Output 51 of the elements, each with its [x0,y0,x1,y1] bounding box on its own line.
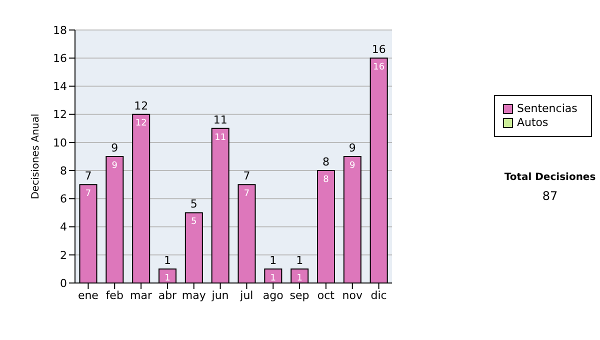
y-tick-label: 0 [60,276,67,290]
x-tick-label: jun [210,288,229,302]
data-label: 1 [296,273,302,284]
data-label: 12 [135,118,147,129]
total-label: 16 [372,43,386,56]
total-label: 12 [134,99,148,112]
data-label: 9 [112,160,118,171]
total-label: 11 [213,113,228,126]
total-label: 8 [322,156,330,169]
data-label: 11 [214,132,226,143]
legend-label: Autos [517,116,548,130]
x-tick-label: ene [78,288,99,302]
text: Total Decisiones [503,172,597,183]
x-tick-label: feb [106,288,124,302]
y-tick-label: 2 [60,248,67,262]
y-tick-label: 10 [53,136,67,150]
y-tick-label: 14 [53,80,67,94]
x-tick-label: nov [342,288,363,302]
legend-label: Sentencias [517,102,578,116]
x-tick-label: jul [239,288,254,302]
y-tick-label: 4 [60,220,67,234]
text: 87 [541,189,559,203]
total-label: 7 [243,170,250,183]
total-label: 5 [190,198,198,211]
x-tick-label: ago [262,288,284,302]
data-label: 7 [244,189,250,199]
y-tick-label: 18 [53,24,67,37]
x-tick-label: oct [317,288,336,302]
data-label: 7 [85,189,92,199]
data-label: 16 [373,62,385,72]
data-label: 8 [323,174,330,185]
total-label: 9 [111,142,118,154]
x-tick-label: sep [290,288,310,302]
y-tick-label: 12 [53,108,67,122]
data-label: 5 [191,217,197,228]
y-axis-title: Decisiones Anual [30,114,42,200]
x-tick-label: abr [158,288,178,302]
data-label: 1 [164,273,170,284]
total-label: 7 [84,170,92,183]
x-tick-label: dic [370,288,387,302]
x-tick-label: mar [130,288,153,302]
total-label: 1 [270,254,277,267]
data-label: 1 [270,273,276,284]
y-tick-label: 6 [60,192,67,206]
y-tick-label: 16 [53,52,67,66]
x-tick-label: may [182,288,206,302]
y-tick-label: 8 [60,164,67,178]
total-label: 1 [296,254,304,267]
total-label: 9 [348,142,356,154]
data-label: 9 [350,160,356,171]
total-label: 1 [164,254,172,267]
